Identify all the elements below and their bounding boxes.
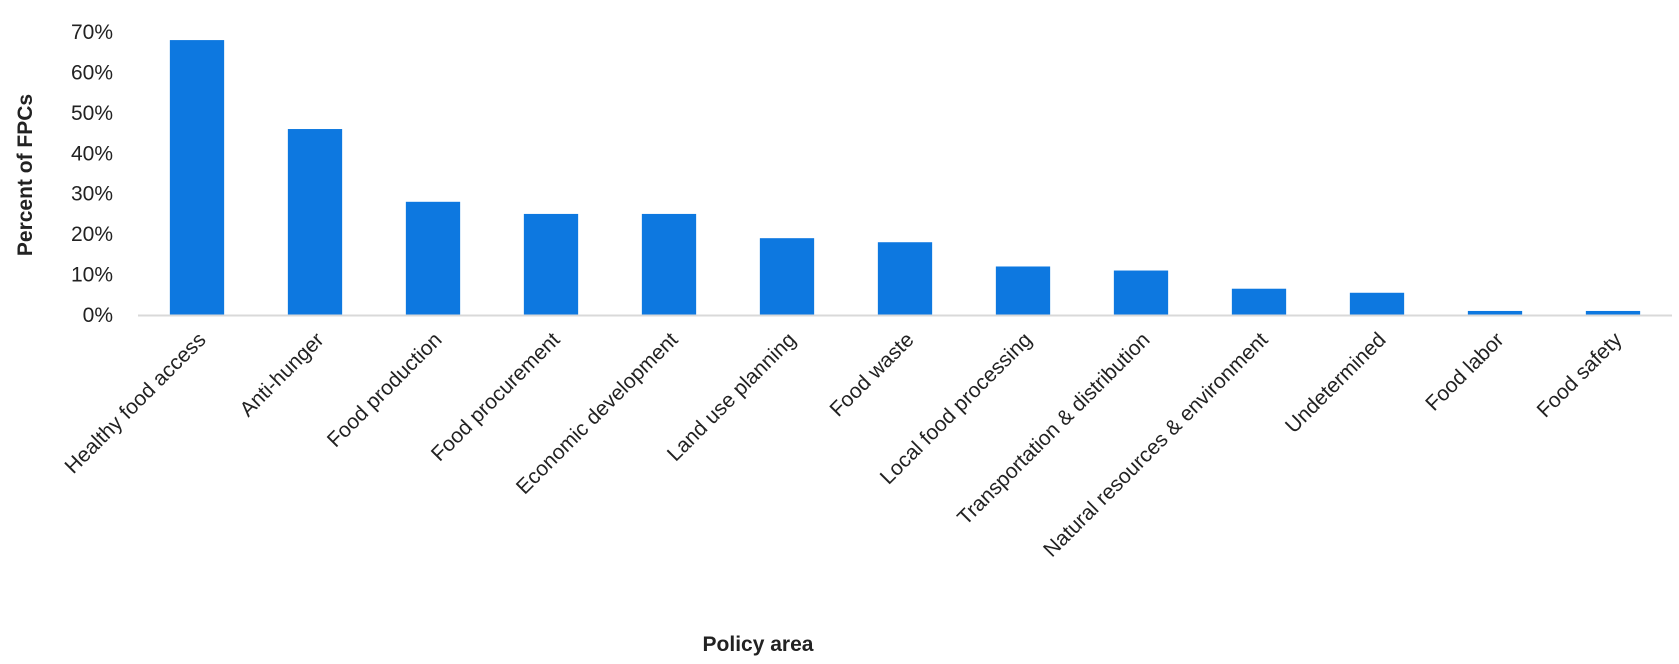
bar bbox=[759, 238, 815, 315]
bar bbox=[641, 213, 697, 315]
bar bbox=[405, 201, 461, 315]
y-tick-label: 0% bbox=[83, 304, 113, 327]
y-tick-label: 40% bbox=[71, 142, 113, 165]
bar bbox=[287, 129, 343, 315]
bar bbox=[877, 242, 933, 315]
y-tick-label: 30% bbox=[71, 183, 113, 206]
y-axis-title: Percent of FPCs bbox=[14, 94, 37, 256]
bars-group bbox=[169, 40, 1641, 315]
x-tick-label: Food procurement bbox=[427, 328, 565, 466]
y-tick-label: 70% bbox=[71, 21, 113, 44]
bar bbox=[1467, 310, 1523, 315]
y-tick-label: 20% bbox=[71, 223, 113, 246]
bar bbox=[523, 213, 579, 315]
bar bbox=[1231, 288, 1287, 315]
bar bbox=[995, 266, 1051, 315]
x-tick-label: Food safety bbox=[1533, 328, 1627, 422]
y-axis-ticks: 0% 10% 20% 30% 40% 50% 60% 70% bbox=[71, 21, 113, 327]
y-tick-label: 50% bbox=[71, 102, 113, 125]
bar bbox=[1113, 270, 1169, 315]
x-axis-title: Policy area bbox=[703, 633, 814, 656]
x-tick-label: Transportation & distribution bbox=[953, 328, 1154, 529]
bar bbox=[1585, 310, 1641, 315]
y-tick-label: 10% bbox=[71, 264, 113, 287]
x-tick-label: Undetermined bbox=[1281, 328, 1391, 438]
x-tick-label: Anti-hunger bbox=[235, 328, 328, 421]
x-tick-label: Food production bbox=[323, 328, 447, 452]
y-tick-label: 60% bbox=[71, 61, 113, 84]
x-tick-label: Food waste bbox=[826, 328, 919, 421]
x-tick-label: Natural resources & environment bbox=[1039, 328, 1272, 561]
bar bbox=[169, 40, 225, 315]
bar bbox=[1349, 292, 1405, 315]
x-tick-label: Food labor bbox=[1421, 328, 1508, 415]
x-tick-label: Land use planning bbox=[663, 328, 801, 466]
x-tick-label: Healthy food access bbox=[61, 328, 211, 478]
